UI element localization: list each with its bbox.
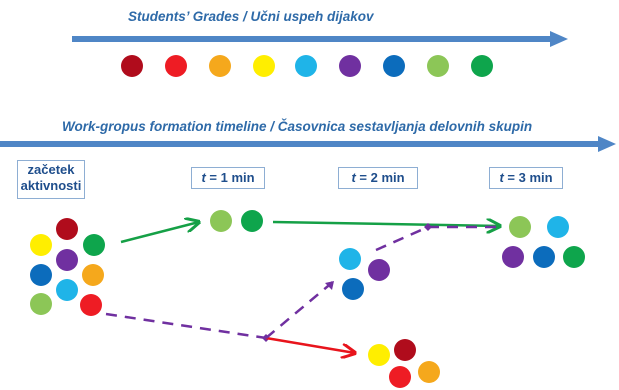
t2-light-blue	[339, 248, 361, 270]
grade-circle-green	[471, 55, 493, 77]
lower-orange	[418, 361, 440, 383]
path-red-junction-to-cluster	[265, 336, 355, 353]
grade-circle-yellow	[253, 55, 275, 77]
stage-t2-var: t	[351, 170, 356, 185]
stage-start-line2: aktivnosti	[20, 178, 82, 193]
path-green-t1-to-t3	[272, 222, 500, 226]
t2-cluster-upper	[339, 248, 390, 300]
stage-t3-var: t	[499, 170, 504, 185]
t3-green	[563, 246, 585, 268]
grade-circle-dark-red	[121, 55, 143, 77]
grade-color-scale	[121, 55, 493, 77]
lower-red	[389, 366, 411, 388]
grade-circle-orange	[209, 55, 231, 77]
path-purple-start-to-junction	[105, 312, 267, 340]
t3-cluster	[502, 216, 585, 268]
start-light-green	[30, 293, 52, 315]
stage-start-line1: začetek	[27, 162, 75, 177]
start-dark-red	[56, 218, 78, 240]
t3-light-green	[509, 216, 531, 238]
stage-t1-box: t = 1 min	[191, 167, 265, 189]
t1-light-green	[210, 210, 232, 232]
lower-yellow	[368, 344, 390, 366]
grade-circle-blue	[383, 55, 405, 77]
grades-scale-arrow	[72, 31, 568, 47]
t1-cluster	[210, 210, 263, 232]
path-green-start-to-t1	[120, 222, 199, 244]
t2-blue	[342, 278, 364, 300]
t3-purple	[502, 246, 524, 268]
t2-purple	[368, 259, 390, 281]
stage-t2-label: = 2 min	[355, 170, 405, 185]
grades-title: Students’ Grades / Učni uspeh dijakov	[128, 9, 374, 24]
stage-t3-label: = 3 min	[503, 170, 553, 185]
grade-circle-purple	[339, 55, 361, 77]
start-orange	[82, 264, 104, 286]
stage-t2-box: t = 2 min	[338, 167, 418, 189]
start-red	[80, 294, 102, 316]
t3-blue	[533, 246, 555, 268]
timeline-title: Work-gropus formation timeline / Časovni…	[62, 119, 533, 134]
start-yellow	[30, 234, 52, 256]
start-light-blue	[56, 279, 78, 301]
start-green	[83, 234, 105, 256]
t1-green	[241, 210, 263, 232]
grade-circle-light-blue	[295, 55, 317, 77]
path-purple-t2-to-t3a	[375, 225, 429, 252]
grade-circle-red	[165, 55, 187, 77]
start-cluster	[30, 218, 105, 316]
start-blue	[30, 264, 52, 286]
t3-light-blue	[547, 216, 569, 238]
path-purple-junction-to-t2	[265, 280, 335, 339]
lower-dark-red	[394, 339, 416, 361]
stage-start-box: začetek aktivnosti	[17, 160, 85, 199]
grade-circle-light-green	[427, 55, 449, 77]
stage-t3-box: t = 3 min	[489, 167, 563, 189]
stage-t1-var: t	[201, 170, 206, 185]
timeline-arrow	[0, 136, 616, 152]
start-purple	[56, 249, 78, 271]
stage-t1-label: = 1 min	[205, 170, 255, 185]
path-purple-arrowhead	[325, 281, 334, 290]
lower-cluster	[368, 339, 440, 388]
